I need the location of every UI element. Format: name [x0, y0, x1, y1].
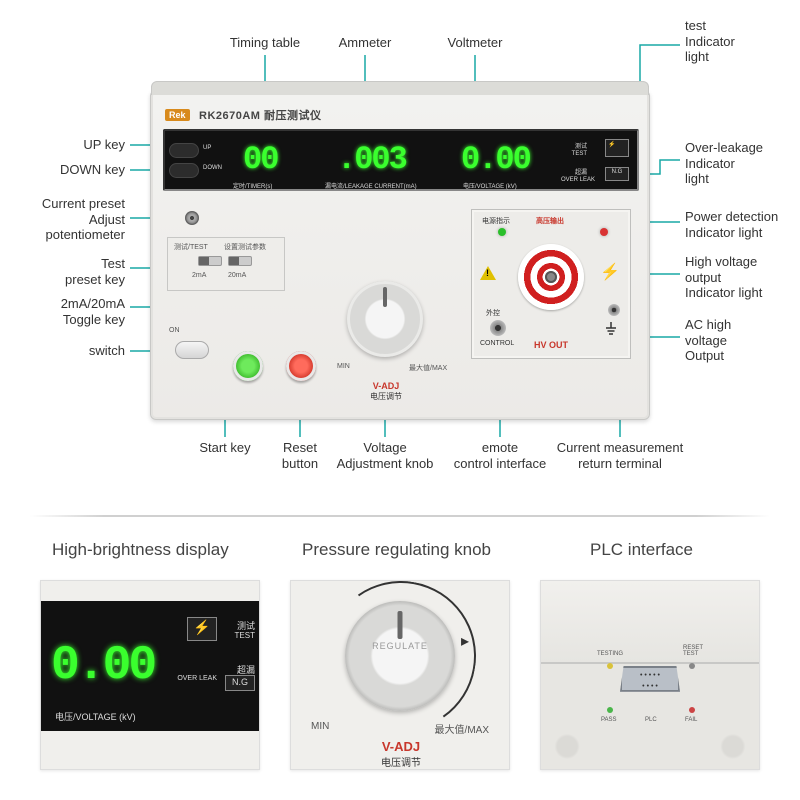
label-down-key: DOWN key	[60, 162, 125, 178]
toggle-2ma: 2mA	[192, 272, 206, 279]
section-divider	[30, 515, 770, 517]
knob-max: 最大值/MAX	[409, 363, 447, 373]
label-voltage-knob: Voltage Adjustment knob	[320, 440, 450, 471]
test-cn: 测试	[575, 141, 587, 150]
down-key[interactable]	[169, 163, 199, 178]
thumb-voltmeter: 0.00	[51, 639, 154, 693]
label-toggle-key: 2mA/20mA Toggle key	[61, 296, 125, 327]
label-over-leakage: Over-leakage Indicator light	[685, 140, 763, 187]
power-cn: 电源指示	[482, 216, 510, 226]
voltmeter-display: 0.00	[461, 141, 530, 178]
overleak-cn: 超漏	[575, 167, 587, 176]
model-label: RK2670AM 耐压测试仪	[199, 107, 322, 123]
label-current-return: Current measurement return terminal	[540, 440, 700, 471]
thumbnail-knob: ▸ REGULATE MIN 最大值/MAX V-ADJ电压调节	[290, 580, 510, 770]
bolt-icon: ⚡	[600, 262, 620, 282]
label-ac-hv-output: AC high voltage Output	[685, 317, 731, 364]
label-current-preset-pot: Current preset Adjust potentiometer	[42, 196, 125, 243]
plc-fail-label: FAIL	[685, 717, 697, 723]
knob-min: MIN	[337, 363, 350, 370]
label-voltmeter: Voltmeter	[430, 35, 520, 51]
current-label: 漏电流/LEAKAGE CURRENT(mA)	[325, 181, 417, 190]
up-key[interactable]	[169, 143, 199, 158]
hvout-label: HV OUT	[534, 340, 568, 350]
section-title-plc: PLC interface	[590, 540, 693, 560]
plc-testing-label: TESTING	[597, 651, 623, 657]
control-cn: 外控	[486, 308, 500, 318]
hv-title: 高压输出	[536, 216, 564, 226]
test-indicator-icon: ⚡	[605, 139, 629, 157]
plc-db9-port[interactable]	[620, 666, 680, 692]
hv-output-led	[600, 228, 608, 236]
thumb-test-en: TEST	[235, 631, 255, 640]
thumb-test-indicator: ⚡	[187, 617, 217, 641]
toggle-20ma: 20mA	[228, 272, 246, 279]
current-preset-potentiometer[interactable]	[185, 211, 199, 225]
label-timing-table: Timing table	[205, 35, 325, 51]
ground-terminal-icon	[604, 322, 618, 336]
section-title-display: High-brightness display	[52, 540, 229, 560]
thumb-min: MIN	[311, 721, 329, 732]
preset-box-note: 设置测试参数	[224, 242, 266, 252]
ammeter-display: .003	[337, 141, 406, 178]
plc-reset-label: RESET TEST	[683, 645, 703, 657]
plc-led-reset	[689, 663, 695, 669]
vadj-label: V-ADJ电压调节	[341, 381, 431, 402]
hv-output-terminal[interactable]	[518, 244, 584, 310]
label-ammeter: Ammeter	[320, 35, 410, 51]
preset-box-title: 测试/TEST	[174, 242, 208, 252]
range-toggle-key[interactable]	[228, 256, 252, 266]
label-start-key: Start key	[175, 440, 275, 456]
test-preset-key[interactable]	[198, 256, 222, 266]
plc-label: PLC	[645, 717, 657, 723]
control-en: CONTROL	[480, 340, 514, 347]
overleak-en: OVER LEAK	[561, 177, 595, 183]
thumb-ng: N.G	[225, 675, 255, 691]
thumbnail-display: 0.00 测试 TEST ⚡ 超漏 OVER LEAK N.G 电压/VOLTA…	[40, 580, 260, 770]
label-test-indicator: test Indicator light	[685, 18, 735, 65]
label-switch: switch	[89, 343, 125, 359]
hv-panel: 电源指示 高压输出 ⚡ 外控 CONTROL HV OUT	[471, 209, 631, 359]
current-return-terminal[interactable]	[608, 304, 620, 316]
warning-icon	[480, 266, 496, 280]
preset-box: 测试/TEST 设置测试参数 2mA 20mA	[167, 237, 285, 291]
test-en: TEST	[572, 151, 587, 157]
label-hv-output-light: High voltage output Indicator light	[685, 254, 762, 301]
display-panel: UP DOWN 00 .003 0.00 定时/TIMER(s) 漏电流/LEA…	[163, 129, 639, 191]
thumb-over-en: OVER LEAK	[177, 675, 217, 682]
timer-label: 定时/TIMER(s)	[233, 181, 272, 190]
thumb-knob	[345, 601, 455, 711]
ng-indicator: N.G	[605, 167, 629, 181]
timer-display: 00	[243, 141, 277, 178]
thumbnail-plc: TESTING RESET TEST PASS FAIL PLC	[540, 580, 760, 770]
remote-control-port[interactable]	[490, 320, 506, 336]
section-title-knob: Pressure regulating knob	[302, 540, 491, 560]
on-label: ON	[169, 327, 180, 334]
plc-led-pass	[607, 707, 613, 713]
thumb-max: 最大值/MAX	[435, 721, 489, 736]
label-power-detection: Power detection Indicator light	[685, 209, 778, 240]
power-detection-led	[498, 228, 506, 236]
up-key-label: UP	[203, 145, 211, 151]
down-key-label: DOWN	[203, 165, 222, 171]
plc-led-fail	[689, 707, 695, 713]
thumb-volt-lbl: 电压/VOLTAGE (kV)	[55, 710, 136, 723]
plc-led-testing	[607, 663, 613, 669]
thumb-vadj: V-ADJ电压调节	[356, 739, 446, 769]
plc-pass-label: PASS	[601, 717, 617, 723]
brand-badge: Rek	[165, 109, 190, 121]
power-switch[interactable]	[175, 341, 209, 359]
label-up-key: UP key	[83, 137, 125, 153]
reset-button[interactable]	[286, 351, 316, 381]
label-test-preset-key: Test preset key	[65, 256, 125, 287]
start-button[interactable]	[233, 351, 263, 381]
device-front-panel: Rek RK2670AM 耐压测试仪 UP DOWN 00 .003 0.00 …	[150, 90, 650, 420]
voltage-label: 电压/VOLTAGE (kV)	[463, 181, 517, 190]
thumb-regulate: REGULATE	[372, 641, 428, 651]
voltage-adjustment-knob[interactable]	[347, 281, 423, 357]
